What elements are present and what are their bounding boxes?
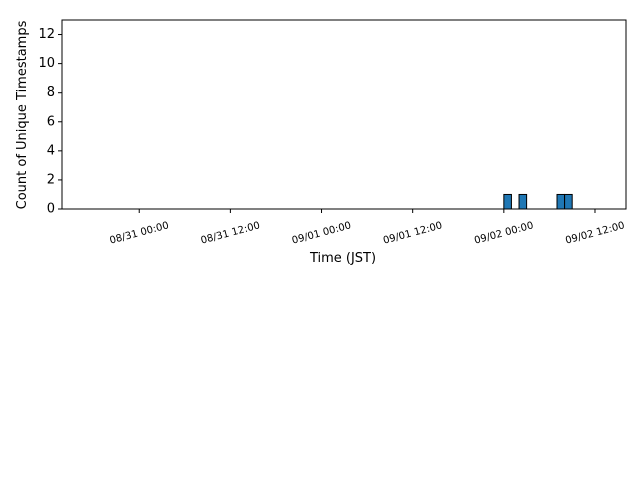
- x-tick-label: 09/02 12:00: [564, 220, 626, 246]
- bar: [503, 193, 512, 210]
- bar: [556, 193, 566, 210]
- plot-frame: [61, 19, 627, 210]
- y-tick-label: 6: [47, 114, 55, 129]
- y-tick-label: 4: [47, 143, 55, 158]
- y-axis-label: Count of Unique Timestamps: [15, 20, 30, 209]
- bar: [518, 193, 528, 210]
- y-tick-label: 8: [47, 85, 55, 100]
- y-tick-label: 2: [47, 172, 55, 187]
- bar: [564, 193, 573, 210]
- x-tick-label: 09/01 00:00: [291, 220, 353, 246]
- x-tick-label: 09/01 12:00: [382, 220, 444, 246]
- x-tick-label: 09/02 00:00: [473, 220, 535, 246]
- y-tick-label: 12: [38, 27, 55, 42]
- y-tick-label: 0: [47, 202, 55, 217]
- x-tick-label: 08/31 12:00: [200, 220, 262, 246]
- y-tick-label: 10: [38, 56, 55, 71]
- x-axis-label: Time (JST): [309, 251, 376, 266]
- x-tick-label: 08/31 00:00: [109, 220, 171, 246]
